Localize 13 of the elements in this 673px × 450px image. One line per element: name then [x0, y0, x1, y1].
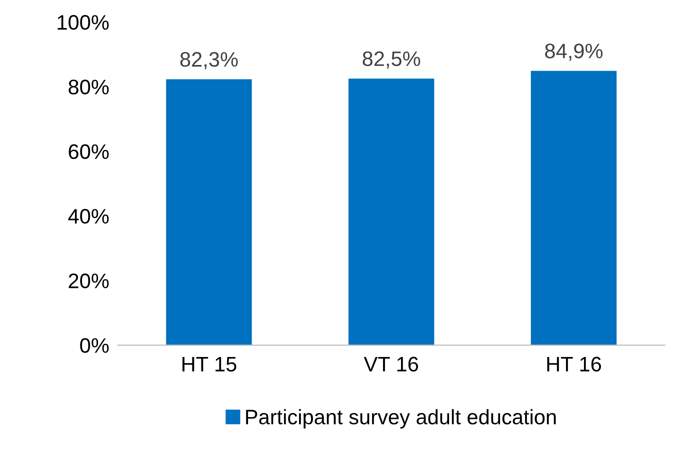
y-tick-label: 100% [58, 15, 109, 30]
text: 82,3% [180, 52, 238, 70]
legend-label: Participant survey adult education [246, 409, 556, 429]
y-tick-label: 60% [68, 144, 109, 160]
y-tick-label: 40% [68, 208, 109, 224]
text: 84,9% [545, 44, 603, 61]
x-tick-label: VT 16 [364, 356, 418, 372]
y-tick-label: 80% [68, 80, 109, 94]
x-tick-label: HT 15 [182, 357, 236, 372]
y-tick-label: 0% [80, 338, 109, 353]
y-tick-label: 20% [68, 274, 109, 288]
text: 82,5% [362, 51, 420, 69]
x-tick-label: HT 16 [547, 356, 601, 372]
